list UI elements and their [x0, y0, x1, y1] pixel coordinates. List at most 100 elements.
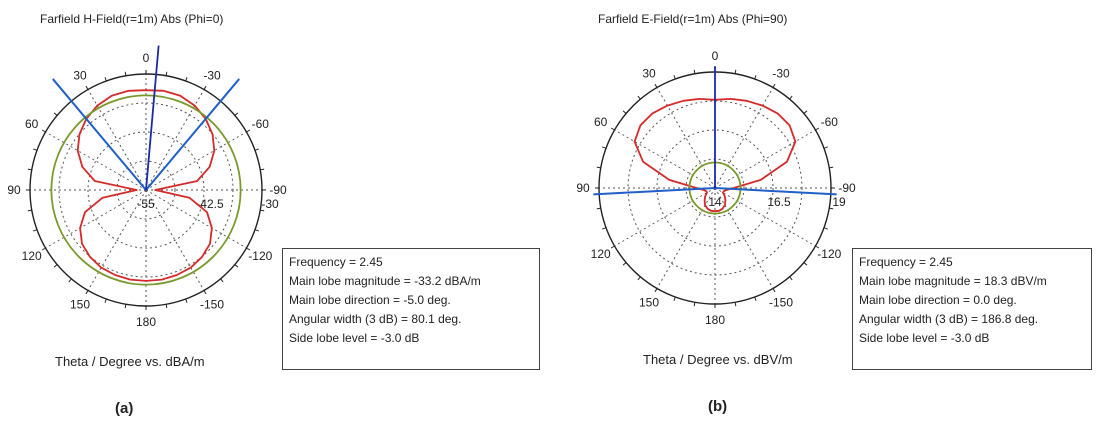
angle-label: -120	[248, 249, 272, 263]
angle-label: 60	[594, 115, 608, 129]
grid-spoke	[656, 87, 716, 189]
info-line: Angular width (3 dB) = 186.8 deg.	[859, 312, 1039, 326]
angle-tick	[41, 129, 46, 133]
radial-label: 19	[832, 195, 846, 209]
plot-a-caption: (a)	[115, 400, 134, 417]
angle-tick	[41, 247, 46, 251]
angle-tick	[829, 207, 834, 210]
angle-label: -30	[203, 69, 221, 83]
angle-tick	[260, 168, 265, 171]
angle-tick	[815, 127, 820, 131]
angle-tick	[654, 83, 658, 88]
angle-tick	[734, 302, 737, 307]
angle-tick	[693, 69, 696, 74]
angle-tick	[637, 95, 641, 100]
angle-tick	[610, 245, 615, 249]
beamwidth-marker-line	[52, 78, 147, 191]
info-line: Angular width (3 dB) = 80.1 deg.	[289, 312, 462, 326]
angle-label: 0	[712, 49, 719, 63]
angle-tick	[203, 85, 207, 90]
grid-spoke	[714, 187, 816, 247]
angle-label: 30	[642, 67, 656, 81]
grid-spoke	[145, 189, 247, 249]
grid-spoke	[714, 87, 774, 189]
angle-tick	[185, 298, 188, 303]
angle-tick	[27, 209, 32, 212]
angle-label: -60	[252, 117, 270, 131]
angle-tick	[815, 245, 820, 249]
plot-b-title: Farfield E-Field(r=1m) Abs (Phi=90)	[598, 12, 788, 26]
grid-spoke	[714, 129, 816, 189]
angle-tick	[803, 262, 808, 266]
angle-tick	[622, 110, 627, 114]
angle-tick	[104, 298, 107, 303]
info-line: Side lobe level = -3.0 dB	[289, 331, 420, 345]
angle-label: -90	[269, 183, 287, 197]
angle-tick	[823, 227, 828, 230]
info-line: Frequency = 2.45	[289, 255, 383, 269]
angle-tick	[772, 288, 776, 293]
grid-spoke	[614, 129, 716, 189]
plot-b-info-box: Frequency = 2.45 Main lobe magnitude = 1…	[852, 248, 1092, 370]
angle-tick	[165, 71, 168, 76]
grid-spoke	[714, 187, 774, 289]
beamwidth-marker-line	[714, 187, 837, 196]
radial-label: 16.5	[767, 195, 791, 209]
angle-tick	[673, 75, 676, 80]
angle-tick	[789, 95, 793, 100]
angle-tick	[602, 146, 607, 149]
angle-tick	[673, 296, 676, 301]
angle-tick	[68, 278, 72, 283]
angle-tick	[789, 276, 793, 281]
radial-label: -42.5	[196, 197, 224, 211]
angle-label: 0	[143, 51, 150, 65]
angle-tick	[772, 83, 776, 88]
angle-tick	[260, 209, 265, 212]
pattern-curve	[76, 89, 216, 282]
info-line: Side lobe level = -3.0 dB	[859, 331, 990, 345]
angle-label: -150	[769, 295, 793, 309]
plot-b-xlabel: Theta / Degree vs. dBV/m	[643, 352, 793, 367]
info-line: Frequency = 2.45	[859, 255, 953, 269]
angle-label: 90	[7, 183, 21, 197]
angle-tick	[596, 207, 601, 210]
angle-tick	[246, 247, 251, 251]
angle-tick	[610, 127, 615, 131]
angle-tick	[754, 296, 757, 301]
angle-label: 150	[70, 297, 90, 311]
angle-tick	[246, 129, 251, 133]
angle-tick	[53, 112, 58, 116]
main-lobe-direction-line	[145, 45, 160, 191]
pattern-curve	[633, 98, 797, 213]
angle-label: -30	[772, 67, 790, 81]
beamwidth-marker-line	[145, 78, 240, 191]
angle-tick	[254, 229, 259, 232]
grid-ring	[116, 160, 176, 220]
info-line: Main lobe direction = -5.0 deg.	[289, 293, 451, 307]
angle-tick	[234, 112, 239, 116]
angle-tick	[734, 69, 737, 74]
angle-tick	[602, 227, 607, 230]
angle-label: -120	[817, 247, 841, 261]
angle-tick	[33, 148, 38, 151]
angle-label: 120	[591, 247, 611, 261]
radial-label: -55	[137, 197, 155, 211]
reference-curve	[50, 94, 242, 286]
radial-label: -30	[261, 197, 279, 211]
angle-tick	[165, 304, 168, 309]
grid-spoke	[45, 131, 147, 191]
angle-tick	[220, 278, 224, 283]
grid-ring	[656, 129, 774, 247]
angle-tick	[27, 168, 32, 171]
angle-tick	[124, 71, 127, 76]
angle-tick	[823, 146, 828, 149]
angle-tick	[754, 75, 757, 80]
info-line: Main lobe magnitude = 18.3 dBV/m	[859, 274, 1047, 288]
grid-spoke	[614, 187, 716, 247]
angle-label: 180	[705, 313, 725, 327]
angle-tick	[803, 110, 808, 114]
grid-spoke	[145, 131, 247, 191]
angle-tick	[203, 290, 207, 295]
angle-tick	[185, 77, 188, 82]
